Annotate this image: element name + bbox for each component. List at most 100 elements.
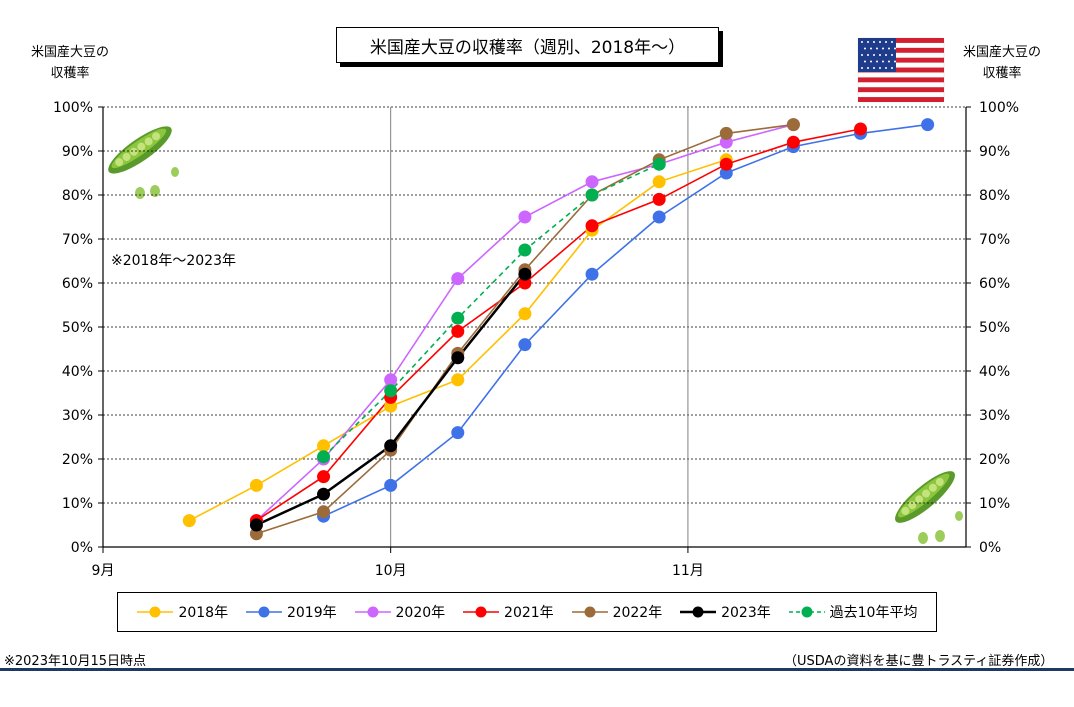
series-line-0 — [188, 159, 727, 522]
legend-label: 2021年 — [504, 605, 554, 621]
legend-item: 2019年 — [245, 602, 337, 622]
y-tick-label-left: 80% — [62, 188, 93, 204]
legend-label: 2019年 — [286, 605, 337, 621]
data-point — [384, 478, 398, 492]
y-tick-label-right: 70% — [979, 232, 1010, 248]
data-point — [451, 426, 465, 440]
data-point — [384, 384, 398, 398]
y-tick-label-right: 30% — [979, 408, 1010, 424]
y-tick-label-right: 40% — [979, 364, 1010, 380]
pea-icon — [135, 167, 179, 199]
y-tick-label-left: 10% — [62, 496, 93, 512]
us-flag-icon — [857, 37, 945, 103]
x-tick-label: 11月 — [672, 563, 704, 579]
y-tick-label-right: 60% — [979, 276, 1010, 292]
legend-item: 2023年 — [679, 602, 771, 622]
chart-annotation: ※2018年～2023年 — [111, 253, 236, 269]
data-point — [518, 338, 532, 352]
data-point — [786, 118, 800, 132]
data-point — [719, 126, 733, 140]
legend-swatch — [571, 606, 608, 618]
y-tick-label-left: 0% — [71, 540, 93, 556]
y-tick-label-right: 80% — [979, 188, 1010, 204]
data-point — [518, 267, 532, 281]
legend-swatch — [788, 606, 825, 618]
chart-title: 米国産大豆の収穫率（週別、2018年～） — [336, 27, 719, 63]
legend-item: 2020年 — [354, 602, 446, 622]
peapod-icon — [108, 126, 172, 174]
data-point — [384, 373, 398, 387]
series-line-3 — [255, 128, 861, 522]
legend-item: 2018年 — [136, 602, 228, 622]
y-tick-label-left: 70% — [62, 232, 93, 248]
y-tick-label-right: 50% — [979, 320, 1010, 336]
data-point — [451, 351, 465, 365]
data-point — [854, 122, 868, 136]
legend-label: 2023年 — [721, 605, 771, 621]
legend-swatch — [680, 606, 717, 618]
data-point — [921, 118, 935, 132]
y-tick-label-left: 20% — [62, 452, 93, 468]
series-line-4 — [256, 123, 794, 535]
data-point — [249, 518, 263, 532]
y-tick-label-left: 30% — [62, 408, 93, 424]
legend-label: 2022年 — [612, 605, 663, 621]
y-tick-label-right: 90% — [979, 144, 1010, 160]
data-point — [384, 439, 398, 453]
data-point — [518, 243, 532, 257]
data-point — [786, 135, 800, 149]
data-point — [652, 210, 666, 224]
data-point — [585, 219, 599, 233]
y-tick-label-left: 100% — [53, 100, 93, 116]
bottom-rule — [0, 668, 1074, 671]
chart-legend: 2018年 2019年 2020年 2021年 2022年 2023年 過去10年平均 — [117, 592, 937, 632]
y-tick-label-left: 40% — [62, 364, 93, 380]
x-tick-label: 10月 — [375, 563, 407, 579]
pea-icon — [918, 511, 963, 544]
y-tick-label-left: 50% — [62, 320, 93, 336]
data-point — [451, 373, 465, 387]
data-point — [317, 505, 331, 519]
peapod-icon — [895, 471, 955, 523]
data-point — [719, 157, 733, 171]
series-line-6 — [322, 163, 660, 458]
data-point — [317, 487, 331, 501]
legend-item: 2021年 — [462, 602, 554, 622]
data-point — [518, 210, 532, 224]
legend-swatch — [245, 606, 282, 618]
legend-label: 過去10年平均 — [829, 605, 918, 621]
y-tick-label-left: 90% — [62, 144, 93, 160]
y-axis-title-right: 米国産大豆の 収穫率 — [962, 45, 1041, 81]
data-point — [451, 311, 465, 325]
data-point — [249, 478, 263, 492]
y-tick-label-right: 0% — [979, 540, 1001, 556]
legend-label: 2020年 — [395, 605, 446, 621]
data-point — [451, 324, 465, 338]
legend-swatch — [137, 606, 174, 618]
data-point — [652, 157, 666, 171]
legend-item: 2022年 — [571, 602, 663, 622]
legend-swatch — [463, 606, 500, 618]
footnote-date: ※2023年10月15日時点 — [4, 654, 147, 669]
series-line-1 — [323, 123, 928, 517]
y-tick-label-right: 20% — [979, 452, 1010, 468]
data-point — [585, 188, 599, 202]
legend-label: 2018年 — [178, 605, 229, 621]
footnote-source: （USDAの資料を基に豊トラスティ証券作成） — [784, 654, 1054, 669]
legend-swatch — [354, 606, 391, 618]
data-point — [652, 175, 666, 189]
data-point — [585, 267, 599, 281]
data-point — [317, 450, 331, 464]
data-point — [652, 192, 666, 206]
data-point — [182, 514, 196, 528]
data-point — [451, 272, 465, 286]
data-point — [585, 175, 599, 189]
y-tick-label-right: 100% — [979, 100, 1019, 116]
y-tick-label-left: 60% — [62, 276, 93, 292]
y-axis-title-left: 米国産大豆の 収穫率 — [30, 45, 109, 81]
legend-item: 過去10年平均 — [788, 602, 918, 622]
x-tick-label: 9月 — [92, 563, 115, 579]
data-point — [518, 307, 532, 321]
y-tick-label-right: 10% — [979, 496, 1010, 512]
